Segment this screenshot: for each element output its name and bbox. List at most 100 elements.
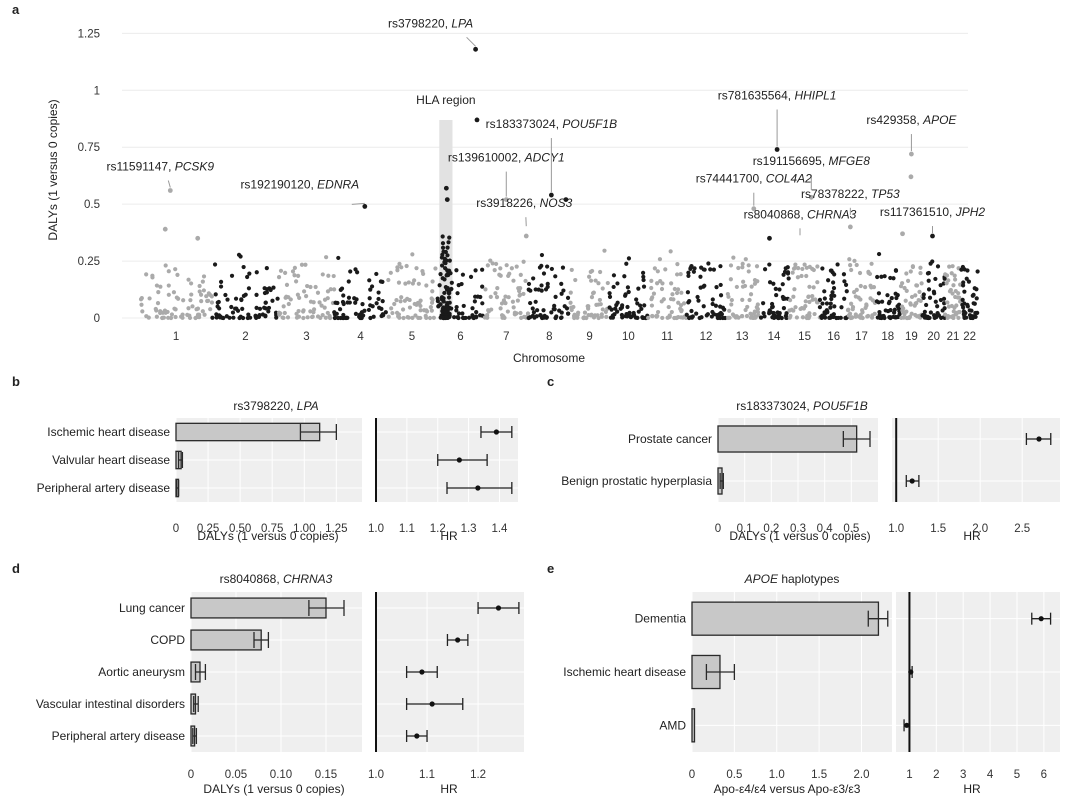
a-point <box>428 305 433 310</box>
a-point <box>337 307 343 312</box>
hla-region-label: HLA region <box>416 93 475 107</box>
a-point-hla <box>439 255 445 260</box>
a-point <box>880 299 885 304</box>
a-point <box>792 287 797 292</box>
a-point <box>394 310 400 315</box>
a-annotation-chrna3: rs8040868, CHRNA3 <box>744 207 857 221</box>
a-point <box>353 311 359 316</box>
a-point <box>726 294 731 299</box>
a-point <box>166 283 171 288</box>
a-point <box>230 310 236 315</box>
a-point <box>590 291 596 296</box>
a-point <box>388 270 393 275</box>
a-point <box>635 301 640 306</box>
a-point <box>311 307 317 312</box>
panel-c-hrtick: 2.0 <box>972 523 988 535</box>
a-point <box>215 304 220 309</box>
a-point <box>401 315 406 321</box>
a-point <box>625 285 631 290</box>
a-leader-line <box>466 36 476 47</box>
a-point <box>654 281 660 286</box>
a-point <box>163 263 168 268</box>
a-annotation-pou5f1b-gene: POU5F1B <box>562 117 617 131</box>
a-point <box>870 313 875 318</box>
a-point <box>549 266 554 272</box>
a-point-hla <box>447 258 452 263</box>
a-point <box>260 312 265 317</box>
a-point <box>418 303 423 309</box>
a-point <box>902 285 907 291</box>
a-highlight-point <box>444 197 450 203</box>
a-point <box>843 315 848 321</box>
panel-d-title-rsid: rs8040868, <box>220 572 283 586</box>
a-annotation-col4a2: rs74441700, COL4A2 <box>696 172 812 186</box>
a-point <box>791 266 797 271</box>
a-point <box>868 296 873 301</box>
panel-e-xtick: 1.0 <box>769 769 785 781</box>
a-point <box>288 297 293 302</box>
a-point <box>281 304 286 309</box>
a-xtick-label-6: 6 <box>457 331 463 343</box>
a-point <box>188 298 193 303</box>
a-point <box>361 313 366 318</box>
a-xtick-label-4: 4 <box>357 331 364 343</box>
panel-e-hr-label: HR <box>963 782 981 796</box>
a-point <box>633 315 638 320</box>
a-point <box>396 280 402 285</box>
a-point <box>308 309 313 314</box>
a-point <box>804 273 809 279</box>
a-point <box>422 308 427 313</box>
a-xtick-label-9: 9 <box>586 331 592 343</box>
a-point <box>210 315 215 320</box>
a-point <box>744 313 750 319</box>
a-point <box>944 273 950 278</box>
a-point <box>684 312 689 317</box>
a-point <box>966 279 971 284</box>
a-point <box>749 284 754 289</box>
panel-c-category: Benign prostatic hyperplasia <box>561 474 712 488</box>
a-point <box>333 300 338 305</box>
a-point <box>876 300 881 305</box>
a-point <box>424 283 429 288</box>
a-point <box>728 277 733 282</box>
a-point <box>247 271 252 276</box>
a-highlight-point <box>167 188 173 193</box>
a-point <box>278 268 284 273</box>
a-annotation-tp53: rs78378222, TP53 <box>801 187 900 201</box>
a-point <box>545 281 550 286</box>
a-point <box>791 294 796 299</box>
a-point <box>858 283 863 289</box>
a-point <box>692 266 697 271</box>
a-point <box>926 270 931 276</box>
a-annotation-chrna3-gene: CHRNA3 <box>807 207 857 221</box>
panel-c-category: Prostate cancer <box>628 432 712 446</box>
a-point <box>909 294 915 300</box>
panel-d-hr-point <box>455 637 461 643</box>
a-point <box>262 286 267 291</box>
a-point <box>668 249 673 254</box>
a-point <box>657 257 663 262</box>
a-point <box>947 289 953 294</box>
a-point <box>741 279 746 284</box>
a-annotation-apoe-rsid: rs429358, <box>866 113 923 127</box>
a-point <box>238 254 243 259</box>
a-point <box>641 277 646 283</box>
a-point <box>882 315 887 321</box>
a-point <box>679 315 684 320</box>
a-point <box>752 309 757 314</box>
a-point <box>352 296 357 301</box>
a-point <box>687 299 692 304</box>
a-point <box>231 315 236 320</box>
a-point <box>619 312 625 318</box>
a-point <box>531 276 536 281</box>
a-point <box>483 287 488 292</box>
a-point <box>661 297 666 302</box>
a-point-hla <box>447 268 452 273</box>
panel-b-hrtick: 1.1 <box>399 523 415 535</box>
a-point <box>320 312 325 318</box>
a-point <box>468 274 474 279</box>
a-point <box>421 271 426 276</box>
a-point <box>926 278 931 283</box>
a-yaxis-label: DALYs (1 versus 0 copies) <box>46 99 60 240</box>
a-point-hla <box>439 315 445 320</box>
